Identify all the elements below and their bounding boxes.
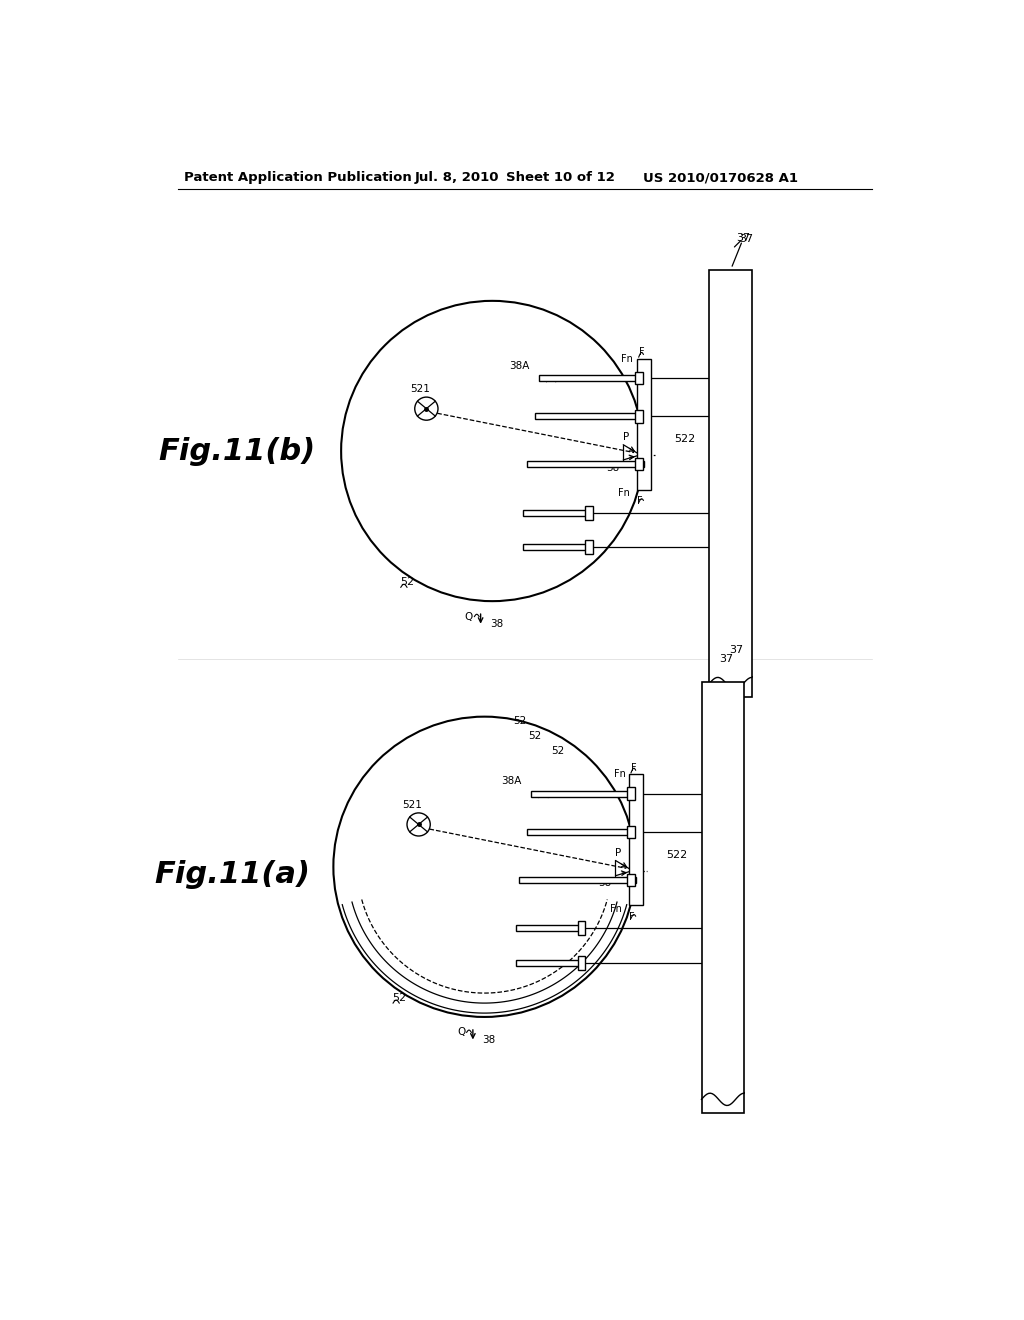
Bar — [531, 791, 630, 797]
Bar — [527, 461, 644, 467]
Text: Fig.11(a): Fig.11(a) — [155, 861, 310, 888]
Bar — [515, 925, 582, 932]
Text: 38A: 38A — [509, 360, 529, 371]
Bar — [527, 829, 630, 836]
Text: P: P — [615, 847, 622, 858]
Bar — [515, 960, 582, 966]
Bar — [635, 372, 643, 384]
Text: 52: 52 — [552, 746, 565, 756]
Text: Fn: Fn — [617, 488, 630, 499]
Bar — [586, 540, 593, 554]
Text: Jul. 8, 2010: Jul. 8, 2010 — [415, 172, 500, 185]
Text: Fn: Fn — [610, 904, 622, 915]
Text: 38: 38 — [598, 878, 611, 888]
Bar — [627, 826, 635, 838]
Text: 52: 52 — [528, 731, 542, 741]
Text: F: F — [630, 912, 635, 921]
Bar — [523, 544, 589, 550]
Text: F: F — [631, 763, 637, 774]
Bar — [627, 874, 635, 886]
Text: Fig.11(b): Fig.11(b) — [158, 437, 315, 466]
Text: 521: 521 — [402, 800, 422, 810]
Bar — [578, 956, 586, 970]
Text: 522: 522 — [675, 434, 695, 445]
Bar — [578, 921, 586, 936]
Text: 38: 38 — [606, 462, 620, 473]
Bar — [701, 682, 744, 1113]
Text: 521: 521 — [411, 384, 430, 395]
Text: US 2010/0170628 A1: US 2010/0170628 A1 — [643, 172, 799, 185]
Text: 522: 522 — [667, 850, 688, 861]
Bar — [637, 359, 651, 490]
Bar — [519, 876, 636, 883]
Text: 37: 37 — [736, 232, 751, 243]
Text: 37: 37 — [739, 234, 753, 244]
Text: Patent Application Publication: Patent Application Publication — [183, 172, 412, 185]
Text: F: F — [639, 347, 644, 358]
Text: 38: 38 — [489, 619, 503, 630]
Text: Q: Q — [457, 1027, 465, 1038]
Text: 38: 38 — [482, 1035, 496, 1045]
Text: 37: 37 — [729, 644, 743, 655]
Bar — [535, 413, 637, 420]
Text: Q: Q — [465, 611, 473, 622]
Text: 37: 37 — [720, 653, 734, 664]
Text: 52: 52 — [400, 577, 414, 587]
Text: 52: 52 — [513, 715, 526, 726]
Bar — [627, 788, 635, 800]
Text: 38A: 38A — [502, 776, 521, 787]
Text: Fn: Fn — [622, 354, 633, 363]
Text: F: F — [637, 496, 643, 506]
Bar — [710, 271, 752, 697]
Text: P: P — [624, 432, 630, 442]
Bar — [586, 506, 593, 520]
Text: Fn: Fn — [613, 770, 626, 779]
Bar — [635, 411, 643, 422]
Bar — [539, 375, 637, 381]
Text: Sheet 10 of 12: Sheet 10 of 12 — [506, 172, 615, 185]
Bar — [523, 510, 589, 516]
Bar — [635, 458, 643, 470]
Bar — [630, 775, 643, 906]
Text: 52: 52 — [392, 993, 407, 1003]
